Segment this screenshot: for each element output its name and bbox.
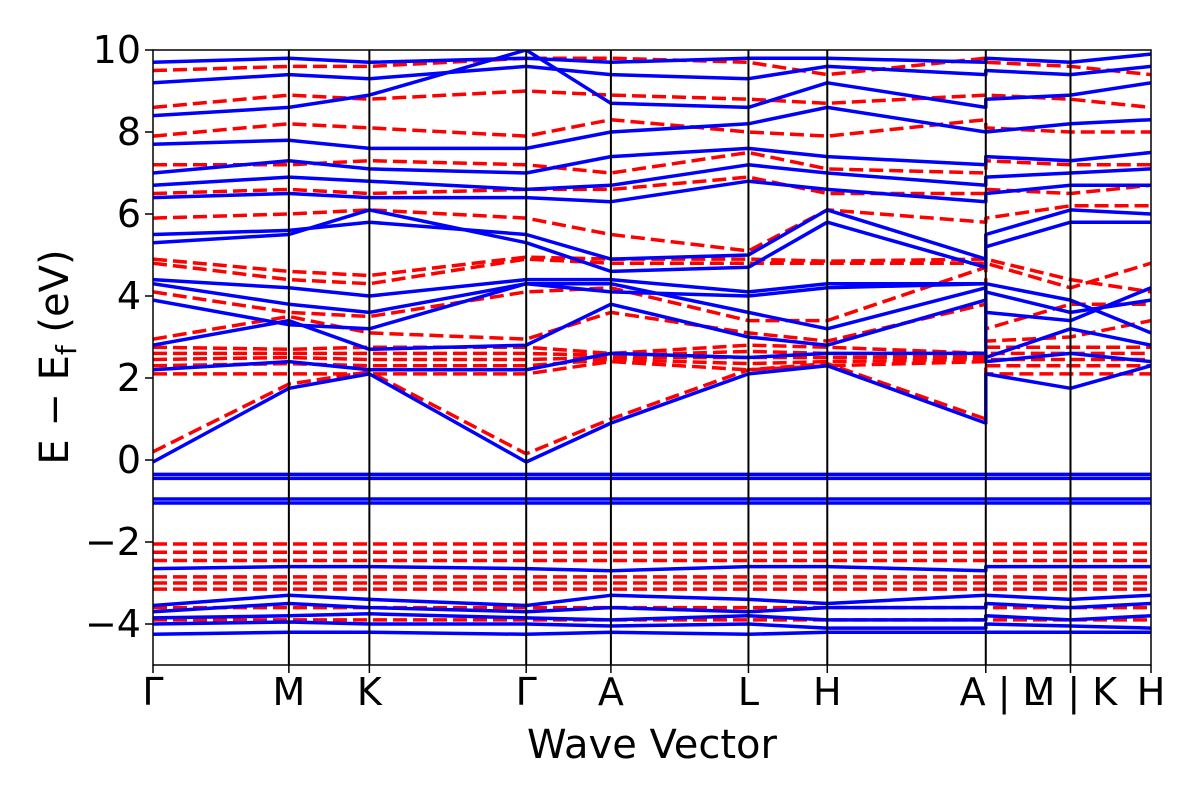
y-tick-label-7: 10 xyxy=(93,28,141,72)
band-dashed-34 xyxy=(153,359,1151,376)
x-tick-label-8: M | K xyxy=(1022,670,1118,715)
x-tick-label-9: H xyxy=(1137,670,1166,714)
x-tick-label-3: Γ xyxy=(516,670,537,714)
x-tick-label-5: L xyxy=(738,670,759,714)
y-tick-label-0: −4 xyxy=(85,602,141,646)
band-dashed-41 xyxy=(153,257,1151,290)
band-dashed-47 xyxy=(153,89,1151,110)
x-tick-label-0: Γ xyxy=(142,670,163,714)
band-solid-21 xyxy=(153,593,1151,608)
x-tick-label-7: A | L xyxy=(960,670,1044,715)
band-dashed-48 xyxy=(153,56,1151,77)
band-dashed-42 xyxy=(153,255,1151,294)
y-axis-ticks: −4 −2 0 2 4 6 8 10 xyxy=(85,28,153,646)
y-tick-label-2: 0 xyxy=(117,438,141,482)
band-solid-16 xyxy=(153,105,1151,151)
x-tick-label-1: M xyxy=(272,670,305,714)
x-axis-ticks: Γ M K Γ A L H A | LM | K H xyxy=(142,665,1165,715)
y-axis-title-subscript: f xyxy=(50,344,83,355)
band-solid-25 xyxy=(153,630,1151,637)
band-dashed-45 xyxy=(153,150,1151,175)
y-axis-title: E − Ef (eV) xyxy=(32,249,83,464)
band-dashed-43 xyxy=(153,204,1151,253)
high-symmetry-lines xyxy=(287,50,1072,665)
band-solid-9 xyxy=(153,281,1151,335)
x-tick-label-6: H xyxy=(813,670,842,714)
y-tick-label-5: 6 xyxy=(117,192,141,236)
y-axis-title-main: E − E xyxy=(32,355,78,465)
y-tick-label-4: 4 xyxy=(117,274,141,318)
y-tick-label-1: −2 xyxy=(85,520,141,564)
y-tick-label-6: 8 xyxy=(117,110,141,154)
band-dashed-37 xyxy=(153,349,1151,358)
x-axis-title: Wave Vector xyxy=(527,722,778,768)
y-axis-title-unit: (eV) xyxy=(32,249,78,345)
y-tick-label-3: 2 xyxy=(117,356,141,400)
x-tick-label-2: K xyxy=(357,670,383,714)
x-tick-label-4: A xyxy=(598,670,624,714)
band-dashed-35 xyxy=(153,357,1151,368)
plot-frame xyxy=(152,49,1152,666)
